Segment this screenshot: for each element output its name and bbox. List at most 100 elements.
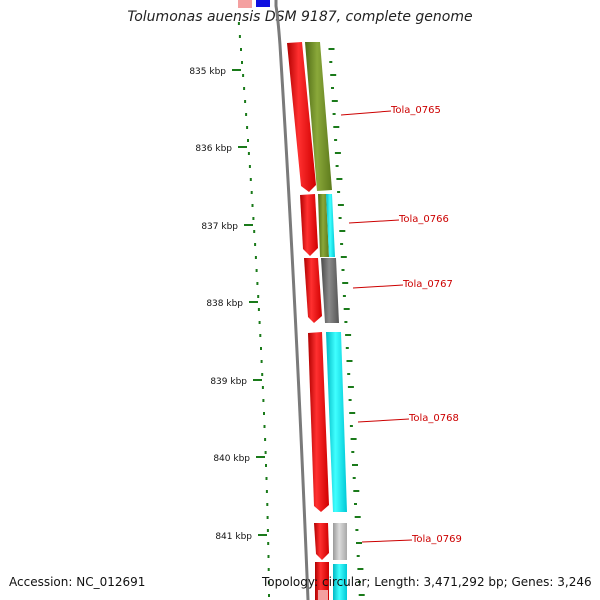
track-dot [352, 477, 356, 479]
track-dot [343, 308, 350, 310]
scale-dot [251, 204, 254, 207]
scale-dot [258, 321, 261, 324]
track-dot [336, 178, 343, 180]
scale-tick: 839 kbp [210, 377, 262, 387]
track-dot [358, 581, 361, 583]
scale-dot [266, 529, 269, 532]
track-dot [333, 126, 340, 128]
scale-dot [259, 334, 262, 337]
scale-dot [266, 503, 269, 506]
scale-tick: 841 kbp [215, 532, 267, 542]
scale-dots [237, 22, 270, 597]
gene-block-olive[interactable] [318, 194, 329, 257]
topology-info: Topology: circular; Length: 3,471,292 bp… [262, 575, 592, 589]
gene-label[interactable]: Tola_0765 [390, 105, 441, 116]
track-dot [342, 282, 349, 284]
gene-block-cyan-partial[interactable] [333, 564, 347, 600]
gene-arrow-red[interactable] [308, 332, 329, 512]
scale-dot [253, 230, 256, 233]
scale-dot [263, 425, 266, 428]
track-dot [339, 230, 346, 232]
track-dot [345, 347, 349, 349]
scale-dot [237, 22, 240, 25]
scale-dot [255, 269, 258, 272]
scale-dot [247, 139, 249, 142]
scale-dot [257, 308, 260, 311]
scale-label: 839 kbp [210, 377, 247, 387]
gene-block-gray[interactable] [321, 258, 339, 323]
gene-block-olive[interactable] [305, 42, 332, 191]
track-dot [344, 321, 348, 323]
track-dot [329, 61, 333, 63]
scale-dot [263, 412, 265, 415]
track-dot [330, 74, 337, 76]
gene-block-cyan[interactable] [326, 332, 347, 512]
partial-feature-top-pink[interactable] [238, 0, 252, 8]
track-dot [340, 243, 344, 245]
gene-label-pointer [357, 418, 410, 423]
track-dot [357, 568, 364, 570]
scale-dot [265, 477, 268, 480]
scale-dot [250, 191, 253, 194]
gene-label[interactable]: Tola_0768 [408, 413, 459, 424]
gene-pink-partial[interactable] [318, 590, 328, 600]
track-dot [353, 490, 360, 492]
gene-label[interactable]: Tola_0769 [411, 534, 462, 545]
gene-block-cyan[interactable] [326, 194, 335, 257]
scale-label: 836 kbp [195, 144, 232, 154]
track-dot [334, 139, 338, 141]
scale-dot [243, 87, 246, 90]
track-dot [349, 412, 356, 414]
track-dot [348, 399, 352, 401]
scale-dot [267, 542, 270, 545]
track-dot [340, 256, 347, 258]
track-dot [352, 464, 358, 466]
scale-dot [260, 360, 263, 363]
gene-label-pointer [348, 219, 400, 224]
gene-arrow-red[interactable] [314, 523, 329, 560]
scale-dot [260, 347, 262, 350]
scale-dot [249, 178, 252, 181]
scale-tick: 838 kbp [206, 299, 258, 309]
scale-dot [266, 516, 269, 519]
track-dot [334, 152, 341, 154]
scale-dot [245, 113, 248, 116]
scale-tick: 835 kbp [189, 67, 241, 77]
scale-label: 841 kbp [215, 532, 252, 542]
track-dot [347, 386, 354, 388]
genome-backbone [274, 0, 310, 600]
track-dot [358, 594, 365, 596]
scale-tick: 840 kbp [213, 454, 265, 464]
scale-dot [242, 74, 245, 77]
scale-dot [265, 490, 268, 493]
scale-dot [265, 464, 267, 467]
track-dot [356, 555, 360, 557]
gene-arrow-red[interactable] [287, 42, 316, 192]
track-dot [350, 438, 357, 440]
scale-label: 837 kbp [201, 222, 238, 232]
scale-label: 838 kbp [206, 299, 243, 309]
scale-dot [247, 152, 250, 155]
gene-block-lightgray[interactable] [333, 523, 347, 560]
scale-dot [238, 35, 241, 38]
scale-dot [241, 61, 243, 64]
scale-dot [264, 438, 267, 441]
scale-dot [261, 386, 264, 389]
track-dot [354, 516, 361, 518]
scale-tick: 837 kbp [201, 222, 253, 232]
track-dot [337, 191, 341, 193]
map-title: Tolumonas auensis DSM 9187, complete gen… [127, 9, 473, 25]
scale-dot [254, 243, 257, 246]
gene-arrow-red[interactable] [304, 258, 322, 323]
track-dot [328, 48, 335, 50]
gene-label[interactable]: Tola_0767 [402, 279, 453, 290]
partial-feature-top-blue[interactable] [256, 0, 270, 7]
track-dot [351, 451, 355, 453]
gene-label-pointer [340, 110, 392, 116]
scale-dot [268, 594, 270, 597]
gene-arrow-red[interactable] [300, 194, 318, 256]
scale-dot [261, 373, 264, 376]
gene-label-pointer [361, 539, 413, 543]
gene-label[interactable]: Tola_0766 [398, 214, 449, 225]
